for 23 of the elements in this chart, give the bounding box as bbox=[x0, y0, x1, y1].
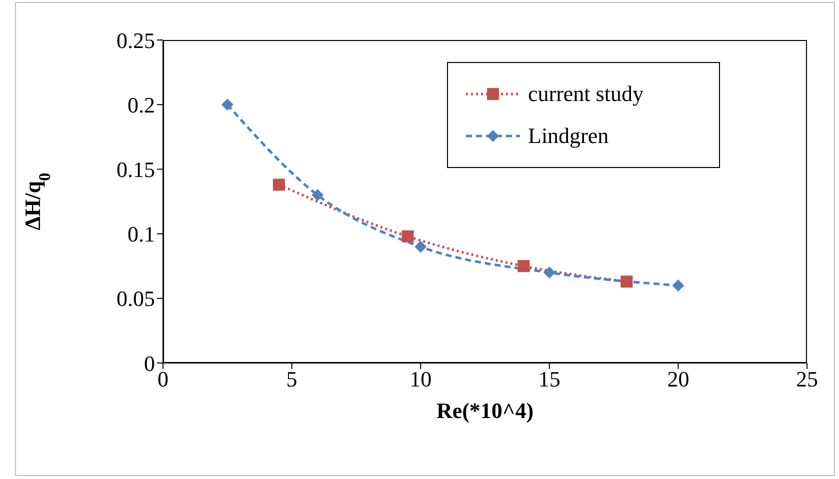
point bbox=[543, 266, 556, 279]
point bbox=[518, 260, 530, 272]
point bbox=[272, 178, 285, 191]
y-tick-label: 0.15 bbox=[116, 157, 155, 182]
x-tick-label: 20 bbox=[667, 366, 690, 392]
point bbox=[620, 276, 633, 288]
point bbox=[312, 189, 324, 202]
legend-label: Lindgren bbox=[528, 123, 609, 149]
y-tick-label: 0 bbox=[144, 350, 155, 376]
x-tick-label: 15 bbox=[538, 366, 560, 392]
x-tick-label: 10 bbox=[410, 366, 432, 392]
point bbox=[402, 230, 414, 242]
point bbox=[414, 240, 427, 253]
x-tick-label: 25 bbox=[796, 366, 818, 392]
y-tick-label: 0.05 bbox=[116, 286, 155, 312]
y-tick-label: 0.2 bbox=[128, 92, 155, 118]
x-axis-title: Re(*10^4) bbox=[436, 398, 534, 423]
y-tick-label: 0.25 bbox=[116, 28, 155, 53]
x-tick-label: 5 bbox=[286, 366, 298, 392]
y-tick-label: 0.1 bbox=[128, 222, 155, 247]
point bbox=[672, 279, 684, 292]
legend-label: current study bbox=[528, 81, 644, 107]
point bbox=[221, 98, 234, 111]
